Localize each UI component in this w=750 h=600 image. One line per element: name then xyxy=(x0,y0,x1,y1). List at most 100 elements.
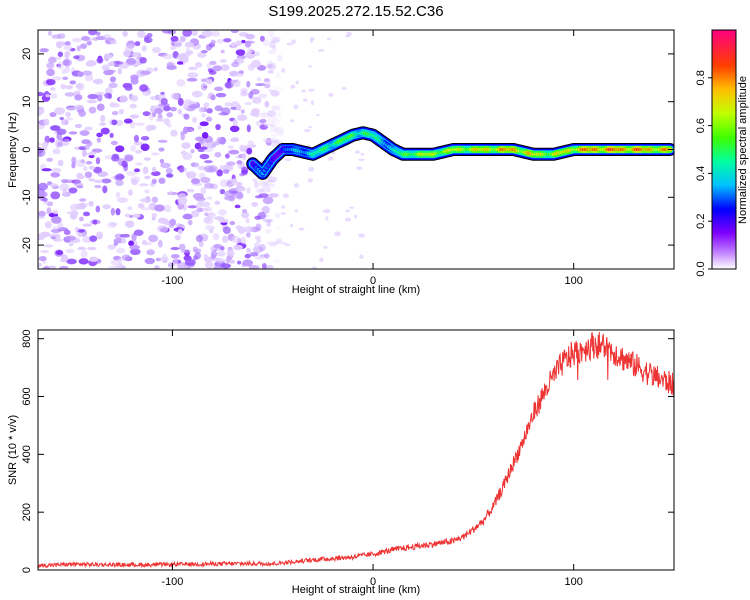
noise-blob xyxy=(188,128,194,132)
noise-blob xyxy=(128,240,135,247)
noise-blob xyxy=(92,219,98,225)
noise-blob xyxy=(281,205,286,209)
noise-blob xyxy=(80,43,88,49)
noise-blob xyxy=(246,80,251,88)
noise-blob xyxy=(262,137,274,143)
spectrogram-y-tick-label: 20 xyxy=(21,48,33,60)
noise-blob xyxy=(134,162,143,166)
noise-blob xyxy=(346,31,352,36)
noise-blob xyxy=(213,243,222,249)
noise-blob xyxy=(348,206,355,209)
noise-blob xyxy=(57,159,64,167)
noise-blob xyxy=(180,249,191,254)
noise-blob xyxy=(130,248,141,256)
snr-panel: -100 0 100 0 200 400 600 800 Height of straigh… xyxy=(7,329,675,596)
noise-blob xyxy=(65,117,74,121)
noise-blob xyxy=(249,252,259,257)
noise-blob xyxy=(264,100,270,108)
noise-blob xyxy=(222,38,232,43)
noise-blob xyxy=(96,103,105,111)
noise-blob xyxy=(161,30,173,34)
noise-blob xyxy=(282,193,290,198)
noise-blob xyxy=(57,61,64,70)
noise-blob xyxy=(274,212,281,219)
noise-blob xyxy=(51,34,61,39)
noise-blob xyxy=(118,174,125,180)
noise-blob xyxy=(133,134,140,143)
noise-blob xyxy=(73,104,84,110)
noise-blob xyxy=(62,58,73,67)
noise-blob xyxy=(69,80,77,85)
noise-blob xyxy=(212,65,223,72)
noise-blob xyxy=(226,161,236,166)
noise-blob xyxy=(157,239,163,248)
noise-blob xyxy=(233,73,245,77)
noise-blob xyxy=(73,55,80,60)
noise-blob xyxy=(104,92,112,99)
noise-blob xyxy=(203,160,213,164)
noise-blob xyxy=(212,233,220,241)
noise-blob xyxy=(269,139,280,148)
noise-blob xyxy=(311,266,317,269)
noise-blob xyxy=(236,104,242,111)
noise-blob xyxy=(97,171,109,177)
noise-blob xyxy=(265,137,272,146)
noise-blob xyxy=(184,50,191,57)
noise-blob xyxy=(38,124,45,130)
noise-blob xyxy=(86,99,98,104)
noise-blob xyxy=(207,211,216,218)
noise-blob xyxy=(102,66,110,71)
noise-blob xyxy=(244,101,252,106)
noise-blob xyxy=(77,71,84,78)
noise-blob xyxy=(56,128,67,135)
noise-blob xyxy=(128,189,133,196)
noise-blob xyxy=(192,246,198,253)
noise-blob xyxy=(274,225,282,231)
noise-blob xyxy=(60,254,69,262)
spectrogram-x-tick-label: 100 xyxy=(565,275,583,287)
spectrogram-y-tick-label: 0 xyxy=(21,146,33,152)
noise-blob xyxy=(344,217,351,222)
noise-blob xyxy=(117,197,128,203)
snr-x-ticks: -100 0 100 xyxy=(161,330,583,588)
spectrogram-noise xyxy=(38,30,366,269)
noise-blob xyxy=(148,112,154,121)
noise-blob xyxy=(236,57,245,64)
noise-blob xyxy=(194,62,203,68)
noise-blob xyxy=(38,147,43,155)
noise-blob xyxy=(151,178,157,185)
noise-blob xyxy=(284,243,291,247)
noise-blob xyxy=(226,249,235,257)
noise-blob xyxy=(298,227,305,231)
noise-blob xyxy=(230,30,239,34)
noise-blob xyxy=(129,120,135,129)
noise-blob xyxy=(214,151,222,158)
noise-blob xyxy=(201,132,209,139)
noise-blob xyxy=(241,211,250,219)
noise-blob xyxy=(46,68,55,77)
noise-blob xyxy=(258,243,266,252)
noise-blob xyxy=(194,136,205,142)
noise-blob xyxy=(110,259,120,266)
noise-blob xyxy=(208,228,214,234)
noise-blob xyxy=(163,105,171,112)
noise-blob xyxy=(102,204,111,210)
noise-blob xyxy=(123,118,133,124)
noise-blob xyxy=(59,116,64,120)
noise-blob xyxy=(259,118,267,124)
noise-blob xyxy=(66,258,77,265)
noise-blob xyxy=(219,189,226,195)
noise-blob xyxy=(263,122,273,127)
noise-blob xyxy=(275,238,283,245)
noise-blob xyxy=(151,213,158,218)
noise-blob xyxy=(170,45,177,51)
noise-blob xyxy=(38,91,44,97)
noise-blob xyxy=(50,216,62,224)
noise-blob xyxy=(144,175,151,180)
colorbar-tick-label: 0.8 xyxy=(695,70,707,85)
noise-blob xyxy=(210,94,216,101)
noise-blob xyxy=(267,115,278,124)
noise-blob xyxy=(122,31,128,37)
noise-blob xyxy=(234,181,243,187)
noise-blob xyxy=(272,37,280,44)
